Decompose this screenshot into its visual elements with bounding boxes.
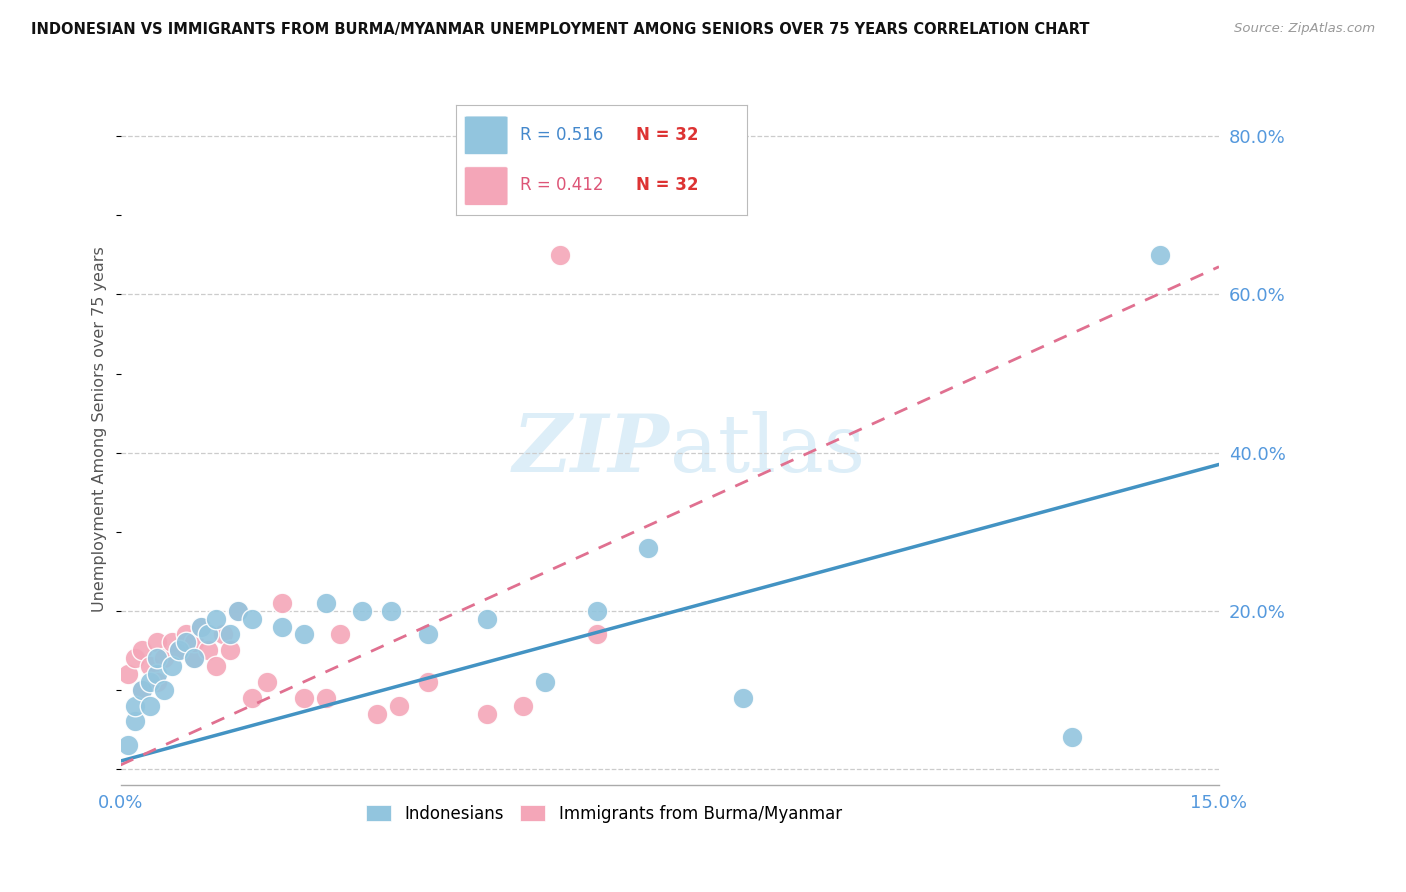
Point — [1149, 248, 1171, 262]
Point — [731, 690, 754, 705]
Point — [416, 627, 439, 641]
Point — [292, 690, 315, 705]
Point — [352, 604, 374, 618]
Point — [416, 675, 439, 690]
Point — [219, 643, 242, 657]
Point — [167, 643, 190, 657]
Point — [190, 619, 212, 633]
Point — [256, 675, 278, 690]
Y-axis label: Unemployment Among Seniors over 75 years: Unemployment Among Seniors over 75 years — [93, 246, 107, 612]
Point — [131, 643, 153, 657]
Point — [240, 690, 263, 705]
Point — [183, 651, 205, 665]
Point — [117, 667, 139, 681]
Point — [131, 682, 153, 697]
Point — [292, 627, 315, 641]
Point — [475, 706, 498, 721]
Point — [226, 604, 249, 618]
Point — [329, 627, 352, 641]
Point — [548, 248, 571, 262]
Point — [124, 651, 146, 665]
Text: atlas: atlas — [669, 411, 865, 489]
Point — [512, 698, 534, 713]
Point — [270, 619, 292, 633]
Point — [366, 706, 388, 721]
Point — [160, 659, 183, 673]
Point — [160, 635, 183, 649]
Point — [146, 651, 169, 665]
Point — [176, 627, 198, 641]
Point — [139, 659, 162, 673]
Point — [315, 596, 337, 610]
Point — [212, 627, 235, 641]
Point — [117, 738, 139, 752]
Point — [183, 651, 205, 665]
Point — [534, 675, 557, 690]
Point — [197, 627, 219, 641]
Point — [124, 714, 146, 729]
Point — [240, 612, 263, 626]
Point — [131, 682, 153, 697]
Point — [204, 612, 226, 626]
Point — [146, 667, 169, 681]
Point — [204, 659, 226, 673]
Text: Source: ZipAtlas.com: Source: ZipAtlas.com — [1234, 22, 1375, 36]
Point — [585, 627, 607, 641]
Point — [1062, 731, 1084, 745]
Point — [153, 651, 176, 665]
Point — [153, 682, 176, 697]
Point — [388, 698, 411, 713]
Point — [197, 643, 219, 657]
Point — [226, 604, 249, 618]
Point — [124, 698, 146, 713]
Point — [219, 627, 242, 641]
Legend: Indonesians, Immigrants from Burma/Myanmar: Indonesians, Immigrants from Burma/Myanm… — [359, 798, 848, 830]
Point — [270, 596, 292, 610]
Point — [167, 643, 190, 657]
Point — [139, 698, 162, 713]
Point — [190, 619, 212, 633]
Point — [139, 675, 162, 690]
Point — [380, 604, 402, 618]
Point — [585, 604, 607, 618]
Point — [475, 612, 498, 626]
Point — [315, 690, 337, 705]
Text: INDONESIAN VS IMMIGRANTS FROM BURMA/MYANMAR UNEMPLOYMENT AMONG SENIORS OVER 75 Y: INDONESIAN VS IMMIGRANTS FROM BURMA/MYAN… — [31, 22, 1090, 37]
Text: ZIP: ZIP — [513, 411, 669, 489]
Point — [146, 635, 169, 649]
Point — [176, 635, 198, 649]
Point — [183, 635, 205, 649]
Point — [637, 541, 659, 555]
Point — [146, 675, 169, 690]
